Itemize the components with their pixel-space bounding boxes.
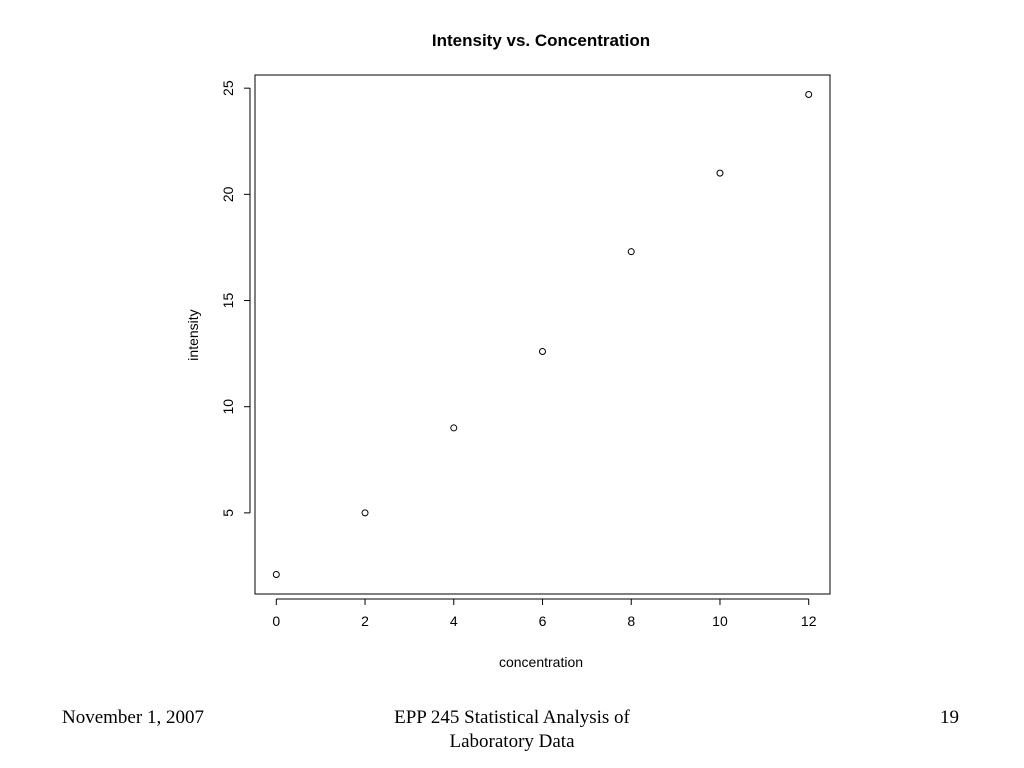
chart-title: Intensity vs. Concentration xyxy=(432,31,650,50)
y-tick-label: 10 xyxy=(220,399,236,415)
data-point xyxy=(450,424,458,432)
x-tick-label: 6 xyxy=(539,613,547,629)
plot-area xyxy=(254,74,831,595)
x-tick-label: 8 xyxy=(627,613,635,629)
x-axis: 0 2 4 6 8 10 12 xyxy=(272,598,817,629)
data-point xyxy=(716,169,724,177)
x-tick-label: 0 xyxy=(272,613,280,629)
footer-title: EPP 245 Statistical Analysis of Laborato… xyxy=(394,707,630,752)
x-tick-label: 12 xyxy=(801,613,817,629)
data-point xyxy=(361,509,369,517)
y-axis: 5 10 15 20 25 xyxy=(220,80,251,517)
data-point xyxy=(805,91,813,99)
y-tick-label: 25 xyxy=(220,80,236,96)
x-tick-label: 4 xyxy=(450,613,458,629)
x-tick-label: 10 xyxy=(712,613,728,629)
x-axis-label: concentration xyxy=(499,654,583,670)
y-tick-label: 15 xyxy=(220,293,236,309)
page-number: 19 xyxy=(940,707,959,728)
data-point xyxy=(539,347,546,355)
data-points xyxy=(272,91,813,578)
x-tick-label: 2 xyxy=(361,613,369,629)
scatter-chart: Intensity vs. Concentration 0 2 4 6 8 10 12 5 1… xyxy=(185,31,831,670)
data-point xyxy=(272,570,280,578)
footer-date: November 1, 2007 xyxy=(62,707,204,728)
y-axis-label: intensity xyxy=(185,309,201,360)
y-tick-label: 20 xyxy=(220,186,236,202)
y-tick-label: 5 xyxy=(220,509,236,517)
data-point xyxy=(627,248,635,256)
